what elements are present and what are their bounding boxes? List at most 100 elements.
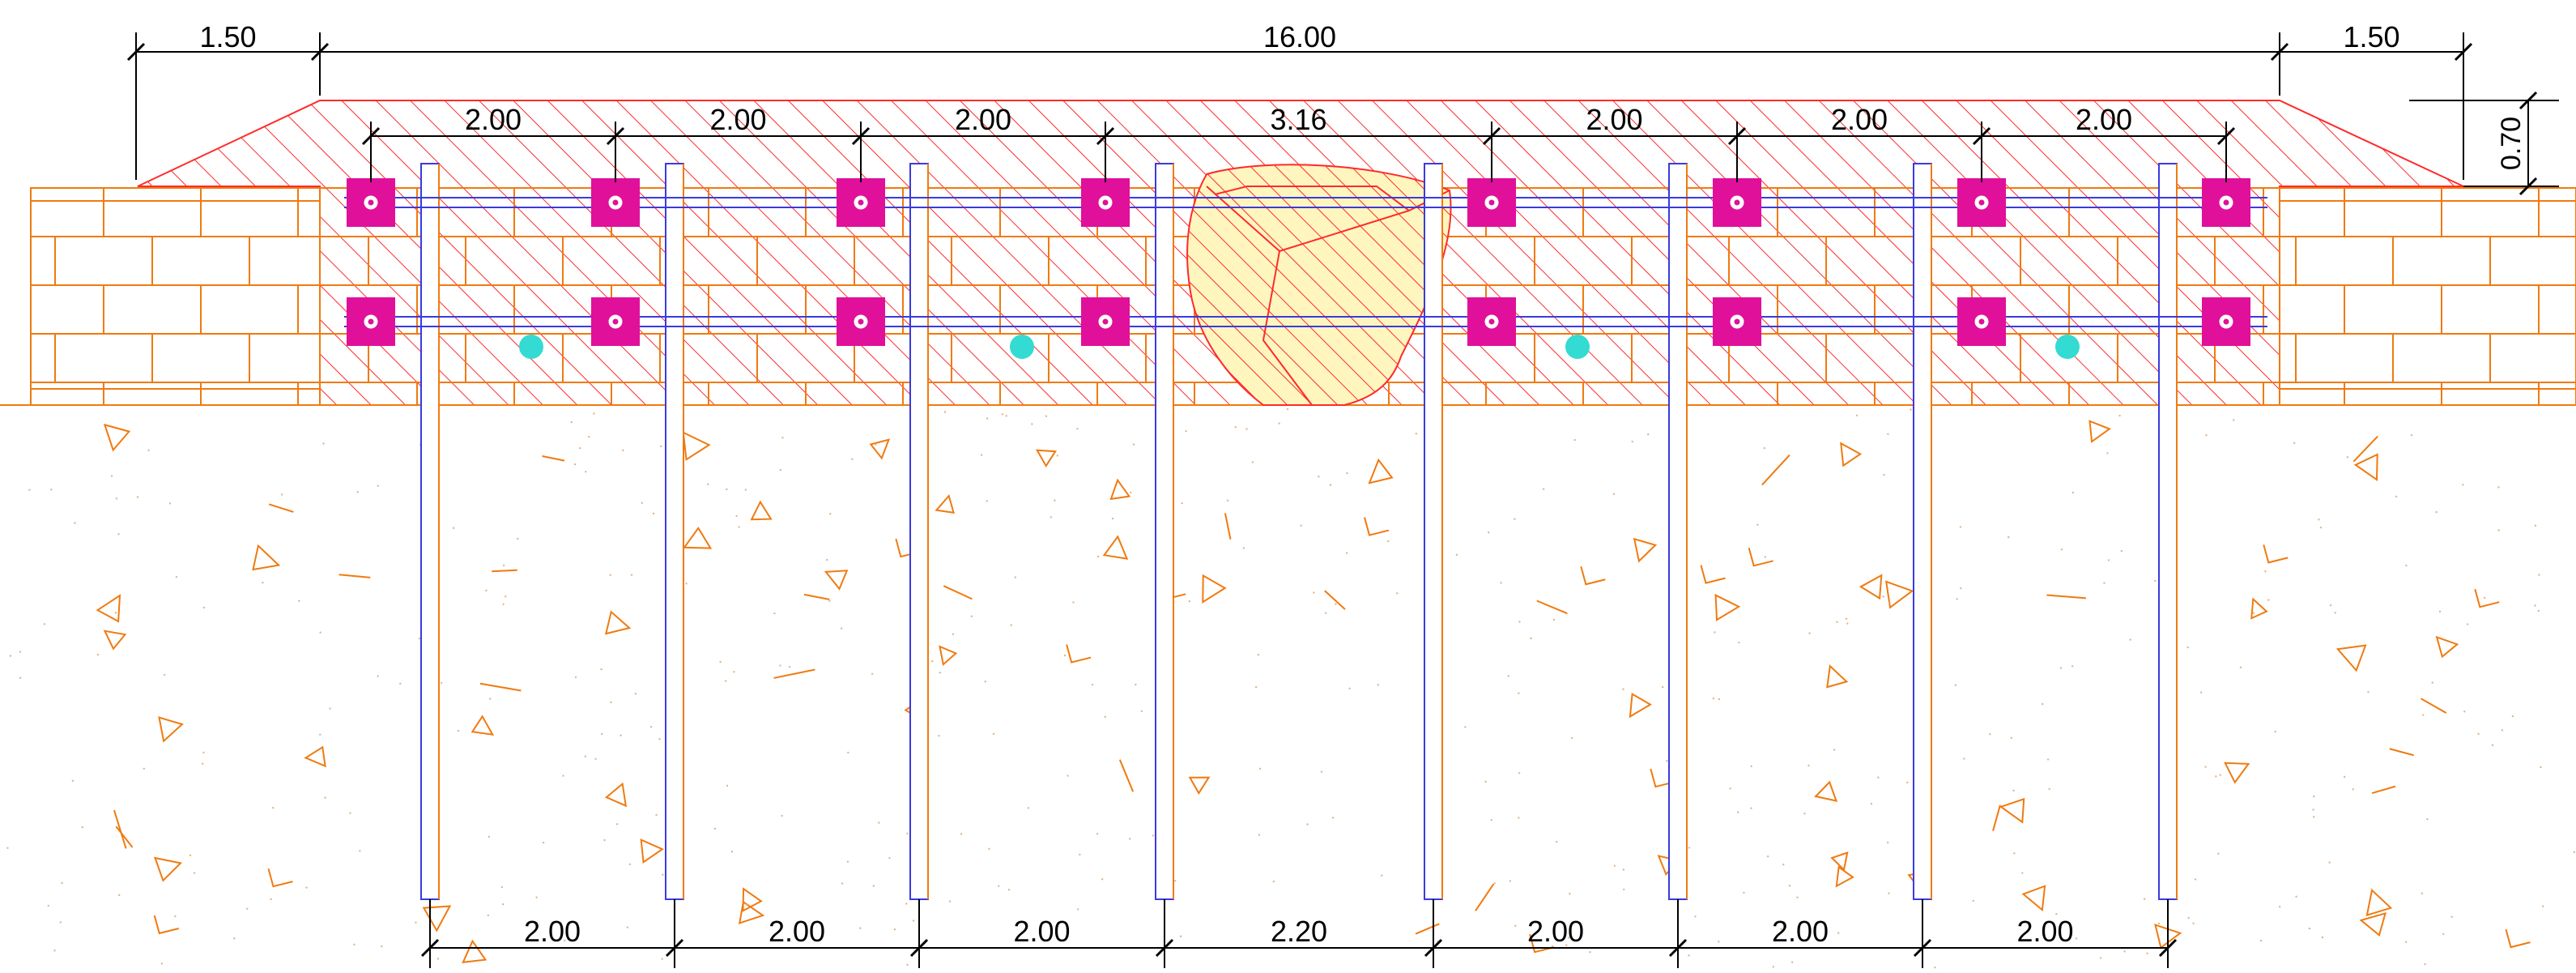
- soil-speck: [1623, 888, 1625, 891]
- soil-speck: [938, 734, 940, 737]
- soil-speck: [501, 903, 505, 906]
- soil-speck: [725, 680, 727, 682]
- soil-stroke: [803, 593, 830, 600]
- soil-speck: [1079, 853, 1081, 856]
- dim-label: 2.00: [709, 103, 766, 136]
- dim-label: 2.00: [2016, 915, 2073, 948]
- soil-aggregate: [2021, 885, 2046, 912]
- soil-speck: [136, 496, 139, 498]
- dim-label: 2.00: [1586, 103, 1642, 136]
- soil-speck: [2295, 895, 2297, 898]
- anchor-bolt-core: [1102, 318, 1109, 325]
- soil-aggregate: [2365, 888, 2393, 917]
- soil-aggregate: [935, 493, 955, 514]
- soil-speck: [1718, 941, 1720, 943]
- cyan-dot-icon: [1010, 335, 1034, 359]
- soil-speck: [600, 732, 603, 736]
- soil-speck: [1518, 817, 1520, 819]
- soil-speck: [1782, 863, 1785, 866]
- cyan-dot-icon: [519, 335, 543, 359]
- soil-speck: [1050, 516, 1053, 519]
- soil-speck: [47, 904, 49, 907]
- soil-speck: [535, 896, 538, 898]
- soil-speck: [1750, 765, 1752, 767]
- soil-speck: [1031, 423, 1033, 425]
- dim-tick: [1424, 938, 1443, 958]
- soil-speck: [189, 854, 192, 856]
- dim-label: 2.20: [1271, 915, 1327, 948]
- soil-speck: [2187, 916, 2190, 920]
- soil-speck: [1738, 641, 1740, 644]
- soil-speck: [579, 446, 581, 450]
- soil-speck: [143, 767, 146, 770]
- soil-speck: [1130, 491, 1132, 494]
- dim-tick: [2519, 177, 2538, 196]
- soil-speck: [986, 417, 989, 420]
- soil-speck: [1152, 834, 1155, 837]
- dim-tick: [606, 126, 625, 146]
- soil-speck: [1140, 710, 1143, 712]
- soil-speck: [1272, 880, 1275, 883]
- soil-speck: [487, 914, 489, 917]
- soil-speck: [1518, 692, 1520, 694]
- soil-speck: [2318, 519, 2320, 521]
- soil-speck: [986, 500, 988, 502]
- soil-speck: [1007, 888, 1011, 891]
- soil-speck: [1005, 415, 1007, 417]
- soil-speck: [2328, 861, 2331, 864]
- cyan-dot-icon: [2055, 335, 2080, 359]
- soil-speck: [738, 526, 740, 528]
- soil-speck: [1518, 772, 1521, 775]
- soil-speck: [356, 491, 359, 493]
- soil-speck: [1565, 944, 1568, 946]
- soil-speck: [1542, 488, 1545, 490]
- soil-speck: [324, 796, 326, 799]
- soil-speck: [1788, 885, 1791, 887]
- soil-speck: [2537, 609, 2540, 612]
- soil-aggregate: [939, 645, 958, 667]
- soil-speck: [2410, 433, 2413, 437]
- soil-speck: [2313, 816, 2315, 818]
- soil-speck: [1688, 847, 1691, 849]
- soil-stroke: [2389, 748, 2414, 757]
- soil-speck: [788, 665, 791, 668]
- soil-chevron: [1700, 565, 1726, 584]
- soil-speck: [2205, 433, 2208, 437]
- anchor-bolt-core: [2223, 199, 2229, 206]
- soil-speck: [713, 827, 717, 830]
- dim-label-height: 0.70: [2496, 117, 2527, 170]
- dim-tick: [310, 42, 330, 62]
- soil-speck: [115, 497, 118, 500]
- soil-speck: [1756, 523, 1759, 526]
- soil-speck: [733, 671, 735, 673]
- soil-speck: [1718, 698, 1721, 701]
- soil-speck: [2491, 744, 2494, 746]
- soil-speck: [587, 435, 590, 438]
- soil-speck: [415, 921, 417, 924]
- soil-speck: [952, 633, 955, 636]
- anchor-bolt-core: [1978, 199, 1985, 206]
- soil-speck: [1242, 547, 1245, 549]
- soil-speck: [1662, 685, 1664, 689]
- soil-speck: [193, 872, 196, 874]
- anchor-plates: [347, 178, 2250, 346]
- soil-speck: [61, 881, 63, 885]
- soil-speck: [2042, 702, 2044, 706]
- soil-speck: [2321, 936, 2324, 939]
- soil-speck: [878, 822, 880, 824]
- soil-speck: [988, 847, 990, 850]
- soil-speck: [246, 907, 249, 910]
- soil-speck: [2501, 729, 2504, 732]
- micropile: [909, 163, 929, 900]
- cyan-dot-icon: [1565, 335, 1590, 359]
- soil-stroke: [268, 503, 294, 513]
- soil-speck: [2538, 574, 2540, 576]
- soil-speck: [542, 841, 545, 844]
- micropiles: [420, 163, 2178, 900]
- soil-speck: [381, 945, 383, 948]
- soil-speck: [19, 651, 22, 653]
- soil-speck: [2534, 604, 2536, 607]
- soil-speck: [2012, 789, 2015, 792]
- soil-speck: [1837, 932, 1840, 934]
